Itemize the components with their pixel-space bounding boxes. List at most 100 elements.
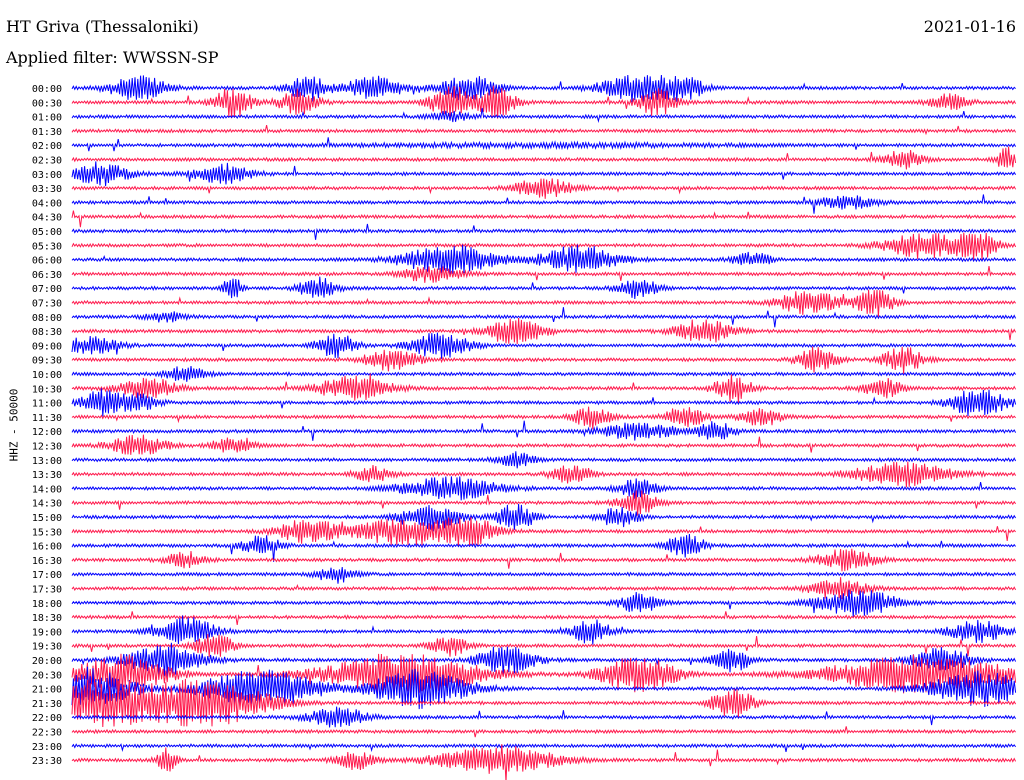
trace-1700 <box>71 566 1017 584</box>
trace-1800 <box>71 589 1017 618</box>
trace-0930 <box>71 346 1016 374</box>
trace-0100 <box>71 107 1017 123</box>
tick-label-18: 09:00 <box>32 341 62 352</box>
tick-label-19: 09:30 <box>32 356 62 367</box>
tick-label-33: 16:30 <box>32 556 62 567</box>
tick-label-40: 20:00 <box>32 656 62 667</box>
tick-label-4: 02:00 <box>32 141 62 152</box>
tick-label-41: 20:30 <box>32 670 62 681</box>
tick-label-2: 01:00 <box>32 113 62 124</box>
tick-label-20: 10:00 <box>32 370 62 381</box>
trace-2100 <box>71 666 1017 710</box>
trace-1030 <box>71 373 1017 404</box>
tick-label-9: 04:30 <box>32 213 62 224</box>
tick-label-16: 08:00 <box>32 313 62 324</box>
trace-1100 <box>71 388 1017 417</box>
tick-label-17: 08:30 <box>32 327 62 338</box>
trace-1130 <box>71 406 1016 430</box>
filter-label: Applied filter: WWSSN-SP <box>6 48 219 67</box>
tick-label-3: 01:30 <box>32 127 62 138</box>
trace-0330 <box>71 178 1017 199</box>
tick-label-43: 21:30 <box>32 699 62 710</box>
tick-label-8: 04:00 <box>32 198 62 209</box>
tick-label-34: 17:00 <box>32 570 62 581</box>
tick-label-21: 10:30 <box>32 384 62 395</box>
tick-label-25: 12:30 <box>32 442 62 453</box>
tick-label-15: 07:30 <box>32 299 62 310</box>
trace-0000 <box>71 74 1016 103</box>
trace-1930 <box>71 633 1017 657</box>
tick-label-22: 11:00 <box>32 399 62 410</box>
trace-0700 <box>71 276 1017 300</box>
trace-1430 <box>71 490 1017 516</box>
tick-label-44: 22:00 <box>32 713 62 724</box>
trace-1530 <box>71 516 1016 547</box>
tick-label-32: 16:00 <box>32 542 62 553</box>
tick-label-31: 15:30 <box>32 527 62 538</box>
tick-label-37: 18:30 <box>32 613 62 624</box>
trace-0230 <box>71 146 1017 170</box>
trace-2000 <box>71 642 1017 677</box>
trace-2300 <box>71 743 1017 753</box>
tick-label-42: 21:00 <box>32 685 62 696</box>
trace-1200 <box>71 420 1017 441</box>
tick-label-36: 18:00 <box>32 599 62 610</box>
trace-2130 <box>71 678 1017 728</box>
trace-1730 <box>71 577 1017 600</box>
date-label: 2021-01-16 <box>923 17 1016 36</box>
tick-label-27: 13:30 <box>32 470 62 481</box>
tick-label-45: 22:30 <box>32 728 62 739</box>
trace-0430 <box>71 210 1016 228</box>
trace-1400 <box>71 476 1017 501</box>
trace-0730 <box>71 289 1017 317</box>
trace-0030 <box>71 85 1017 119</box>
trace-0900 <box>71 332 1017 359</box>
tick-label-24: 12:00 <box>32 427 62 438</box>
tick-label-13: 06:30 <box>32 270 62 281</box>
trace-1300 <box>71 451 1017 469</box>
tick-label-35: 17:30 <box>32 585 62 596</box>
tick-label-28: 14:00 <box>32 484 62 495</box>
tick-label-26: 13:00 <box>32 456 62 467</box>
trace-1330 <box>71 461 1017 488</box>
trace-2230 <box>71 726 1016 738</box>
tick-label-0: 00:00 <box>32 84 62 95</box>
tick-label-46: 23:00 <box>32 742 62 753</box>
trace-0800 <box>71 307 1017 328</box>
tick-label-14: 07:00 <box>32 284 62 295</box>
trace-1500 <box>71 503 1017 532</box>
trace-1830 <box>71 611 1016 625</box>
trace-2200 <box>71 706 1017 728</box>
trace-2330 <box>71 744 1017 780</box>
tick-label-39: 19:30 <box>32 642 62 653</box>
trace-1230 <box>71 434 1017 455</box>
tick-label-11: 05:30 <box>32 241 62 252</box>
trace-0530 <box>71 232 1017 261</box>
trace-2030 <box>71 653 1017 696</box>
trace-1900 <box>71 615 1017 645</box>
trace-0830 <box>71 317 1017 345</box>
trace-1600 <box>71 533 1016 562</box>
tick-label-6: 03:00 <box>32 170 62 181</box>
trace-0130 <box>71 124 1017 136</box>
tick-label-1: 00:30 <box>32 98 62 109</box>
trace-1630 <box>71 548 1017 572</box>
tick-label-10: 05:00 <box>32 227 62 238</box>
tick-label-12: 06:00 <box>32 256 62 267</box>
trace-0200 <box>71 137 1017 152</box>
tick-label-47: 23:30 <box>32 756 62 767</box>
station-title: HT Griva (Thessaloniki) <box>6 17 199 36</box>
tick-label-23: 11:30 <box>32 413 62 424</box>
trace-0630 <box>71 266 1017 283</box>
tick-label-29: 14:30 <box>32 499 62 510</box>
trace-1000 <box>71 366 1017 382</box>
tick-label-7: 03:30 <box>32 184 62 195</box>
trace-0300 <box>71 161 1017 187</box>
trace-0500 <box>71 223 1017 240</box>
trace-0600 <box>71 244 1017 275</box>
tick-label-30: 15:00 <box>32 513 62 524</box>
tick-label-5: 02:30 <box>32 156 62 167</box>
tick-label-38: 19:00 <box>32 627 62 638</box>
trace-0400 <box>71 194 1017 214</box>
